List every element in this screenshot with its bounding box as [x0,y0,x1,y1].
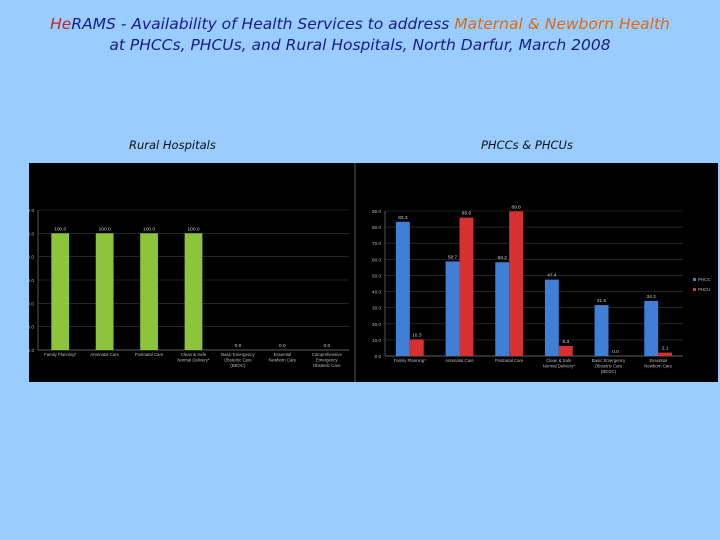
phcc-chart-x-tick-label: Clean & Safe [546,358,572,363]
phcc-chart-y-tick-label: 80.0 [372,225,381,230]
title-brand: He [50,15,72,33]
rural-chart-x-tick-label: Family Planning* [44,352,77,357]
chart-panel: 0.0 20.0 40.0 60.0 80.0 100.0 120.0 100.0 Family… [23,163,718,382]
rural-chart-x-tick-label: Newborn Care [268,357,296,362]
phcc-chart-data-label: 58.7 [448,254,458,260]
phcc-chart-x-tick-label: Newborn Care [644,363,672,368]
phcc-chart-bar [544,279,559,356]
phcc-chart-data-label: 85.9 [462,211,472,217]
rural-chart-x-tick-label: Obstetric Care [313,363,341,368]
phcc-chart-data-label: 89.8 [511,204,521,210]
phcc-chart-x-tick-label: Antenatal Care [445,358,474,363]
rural-chart-bar [51,233,70,350]
phcc-chart-y-tick-label: 10.0 [372,338,381,343]
rural-chart-bar [184,233,203,350]
phcc-chart-y-tick-label: 60.0 [372,257,381,262]
rural-chart-x-tick-label: Comprehensive [312,352,343,357]
phcc-chart-bar [459,217,474,356]
phcc-chart-bar [445,261,460,356]
rural-chart-y-tick-label: 40.0 [29,301,34,306]
title-line-2: at PHCCs, PHCUs, and Rural Hospitals, No… [109,36,611,54]
phcc-chart-x-tick-label: Obstetric Care [595,363,623,368]
rural-chart-x-tick-label: Emergency [316,357,339,362]
rural-chart-data-label: 100.0 [187,226,199,232]
phcc-chart-bar [594,305,609,356]
phcc-chart-data-label: 47.4 [547,273,557,279]
phcc-chart-bar [558,345,573,356]
phcc-chart-legend-label: PHCC [698,277,710,282]
phcc-chart-legend-swatch [693,288,696,291]
rural-chart-y-tick-label: 80.0 [29,255,34,260]
phcc-chart-x-tick-label: (BEOC) [601,369,617,374]
phcc-chart-data-label: 2.1 [662,346,669,352]
phcc-chart-bar [395,221,410,356]
rural-chart-x-tick-label: Postnatal Care [135,352,164,357]
phcc-chart-y-tick-label: 50.0 [372,273,381,278]
rural-chart-x-tick-label: Essential [274,352,291,357]
rural-chart-y-tick-label: 60.0 [29,278,34,283]
phcc-chart-data-label: 83.3 [398,215,408,221]
rural-chart-data-label: 0.0 [235,343,242,349]
phcc-chart-x-tick-label: Family Planning* [394,358,427,363]
rural-chart-x-tick-label: Basic Emergency [221,352,255,357]
phcc-chart-bar [644,300,659,356]
phcc-chart-y-tick-label: 0.0 [375,354,382,359]
phcc-chart-y-tick-label: 90.0 [372,209,381,214]
phcc-chart-data-label: 0.0 [612,349,619,355]
rural-chart-y-tick-label: 120.0 [29,208,34,213]
rural-chart-x-tick-label: Clean & Safe [181,352,207,357]
rural-chart-y-tick-label: 0.0 [29,348,34,353]
phcc-chart-y-tick-label: 70.0 [372,241,381,246]
rural-chart-x-tick-label: Antenatal Care [90,352,119,357]
slide-title: HeRAMS - Availability of Health Services… [0,14,720,56]
title-line-1: HeRAMS - Availability of Health Services… [0,14,720,35]
rural-hospitals-chart-title: Rural Hospitals [129,138,216,152]
phcc-chart-bar [409,339,424,356]
phcc-chart-y-tick-label: 40.0 [372,290,381,295]
rural-chart-y-tick-label: 100.0 [29,231,34,236]
rural-chart-data-label: 100.0 [54,226,66,232]
phcc-chart-x-tick-label: Essential [649,358,666,363]
rural-chart-y-tick-label: 20.0 [29,325,34,330]
rural-chart-data-label: 0.0 [323,343,330,349]
rural-chart-x-tick-label: (BEOC) [230,363,246,368]
title-accent-text: Maternal & Newborn Health [454,15,670,33]
phcc-chart-x-tick-label: Basic Emergency [592,358,626,363]
charts-svg: 0.0 20.0 40.0 60.0 80.0 100.0 120.0 100.0 Family… [23,163,710,382]
title-line-1-text: RAMS - Availability of Health Services t… [71,15,455,33]
phcc-chart-y-tick-label: 20.0 [372,322,381,327]
phcc-chart-data-label: 34.2 [647,294,657,300]
phcc-chart-data-label: 58.2 [498,255,508,261]
rural-chart-x-tick-label: Obstetric Care [224,357,252,362]
phcc-chart-x-tick-label: Normal Delivery* [543,363,576,368]
phcc-chart-legend-swatch [693,278,696,281]
phcc-chart-data-label: 10.3 [412,332,422,338]
phcc-chart-title: PHCCs & PHCUs [481,138,573,152]
rural-chart-bar [95,233,114,350]
rural-chart-x-tick-label: Normal Delivery* [177,357,210,362]
rural-chart-data-label: 100.0 [99,226,111,232]
rural-chart-data-label: 100.0 [143,226,155,232]
rural-chart-data-label: 0.0 [279,343,286,349]
phcc-chart-data-label: 31.6 [597,298,607,304]
rural-chart-bar [140,233,158,350]
phcc-chart-y-tick-label: 30.0 [372,306,381,311]
phcc-chart-bar [495,262,510,356]
phcc-chart-bar [509,211,524,356]
phcc-chart-bar [658,352,673,356]
phcc-chart-data-label: 6.3 [562,339,569,345]
phcc-chart-x-tick-label: Postnatal Care [495,358,524,363]
phcc-chart-legend-label: PHCU [698,287,710,292]
